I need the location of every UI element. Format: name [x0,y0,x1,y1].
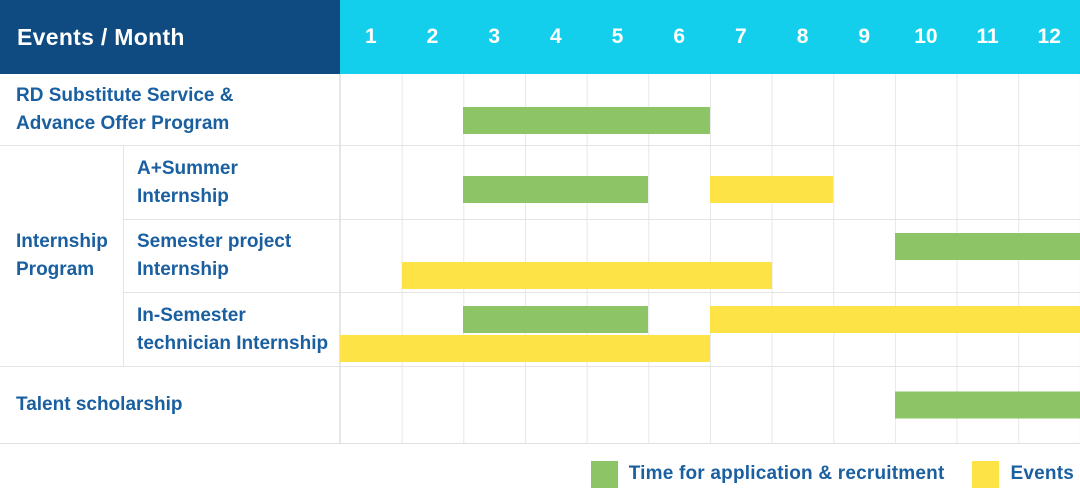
month-header-cell: 8 [796,25,809,48]
gantt-bar-yellow [710,176,834,203]
group-label-cell: Internship Program [0,146,124,367]
row-label: In-Semester technician Internship [137,304,329,354]
legend-item-application: Time for application & recruitment [590,460,945,488]
legend-label: Events [1010,463,1074,484]
legend-item-events: Events [972,460,1074,488]
gantt-grid [340,367,1080,443]
header-row: Events / Month 1 2 3 4 5 6 7 8 9 10 11 12 [0,0,1080,74]
month-header-cell: 9 [858,25,871,48]
row-label-cell: RD Substitute Service & Advance Offer Pr… [0,74,340,145]
schedule-table: Events / Month 1 2 3 4 5 6 7 8 9 10 11 12 RD Substi… [0,0,1080,444]
row-rd-substitute: RD Substitute Service & Advance Offer Pr… [0,74,1080,146]
month-header-cell: 3 [488,25,501,48]
gantt-grid [340,220,1080,292]
row-label-cell: Talent scholarship [0,367,340,443]
row-semester-project: Semester project Internship [124,220,1080,293]
legend-label: Time for application & recruitment [628,463,945,484]
month-header-cell: 12 [1037,25,1061,48]
month-header-cell: 7 [735,25,747,48]
gantt-bar-green [463,176,649,203]
row-label: A+Summer Internship [137,157,238,207]
row-a-plus-summer: A+Summer Internship [124,146,1080,220]
row-label-cell: In-Semester technician Internship [124,293,340,366]
legend-swatch-yellow [972,460,1000,488]
month-header-row: 1 2 3 4 5 6 7 8 9 10 11 12 [340,0,1080,74]
month-header-cell: 4 [550,25,562,48]
gantt-bar-green [895,391,1080,419]
month-header-cell: 2 [426,25,439,48]
month-header-cell: 6 [673,25,686,48]
gantt-bar-yellow [401,262,772,289]
month-header-cell: 1 [364,25,377,48]
row-talent-scholarship: Talent scholarship [0,367,1080,444]
gantt-bar-yellow [710,306,1080,333]
row-label-cell: Semester project Internship [124,220,340,292]
gantt-bar-green [895,233,1080,260]
gantt-grid [340,293,1080,366]
month-header-cell: 10 [914,25,938,48]
gantt-bar-yellow [340,335,710,362]
gantt-grid [340,146,1080,219]
group-rows: A+Summer Internship Semester project Int… [124,146,1080,367]
corner-header-cell: Events / Month [0,0,340,74]
table-title: Events / Month [17,23,185,50]
row-label: RD Substitute Service & Advance Offer Pr… [16,84,234,134]
legend: Time for application & recruitment Event… [590,458,1074,490]
group-label: Internship Program [16,231,108,280]
gantt-grid [340,74,1080,145]
month-header-cell: 11 [976,25,999,48]
row-label: Semester project Internship [137,231,292,280]
month-header-cell: 5 [611,25,624,48]
gantt-bar-green [463,306,649,333]
gantt-bar-green [463,107,710,134]
row-in-semester-technician: In-Semester technician Internship [124,293,1080,367]
row-label-cell: A+Summer Internship [124,146,340,219]
row-label: Talent scholarship [16,394,183,415]
internship-program-group: Internship Program A+Summer Internship [0,146,1080,367]
legend-swatch-green [590,460,618,488]
